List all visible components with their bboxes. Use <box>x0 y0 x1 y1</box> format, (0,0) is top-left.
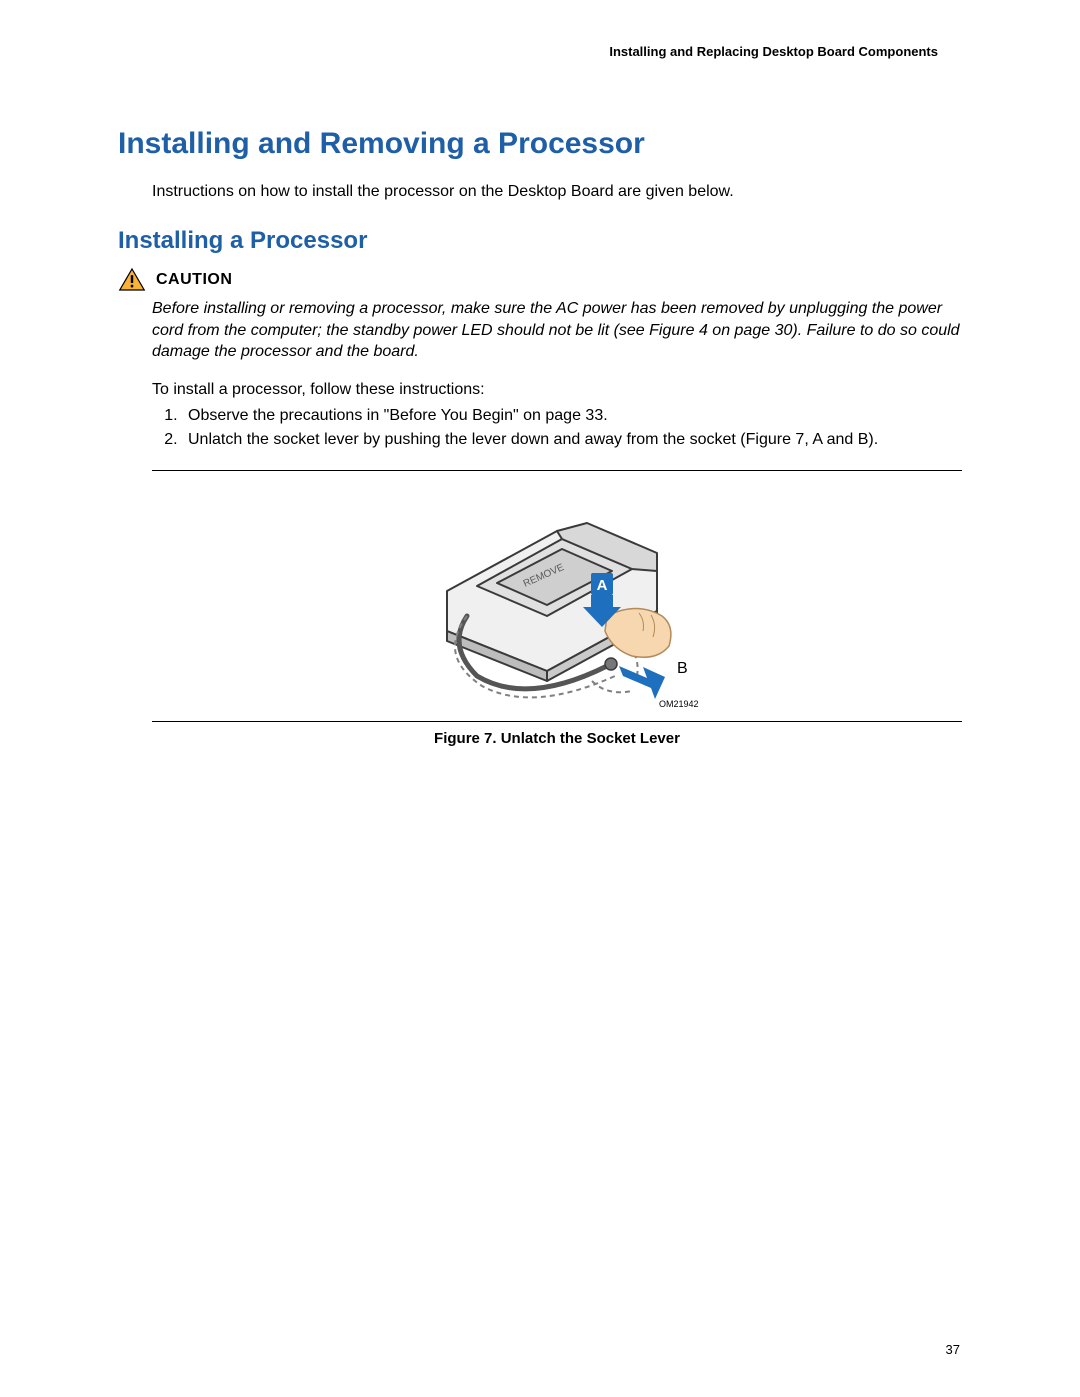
figure-rule-bottom <box>152 721 962 722</box>
section-title: Installing and Removing a Processor <box>118 127 962 161</box>
caution-label: CAUTION <box>156 271 232 289</box>
page-number: 37 <box>946 1342 960 1357</box>
figure-illustration: REMOVE A B <box>407 481 707 711</box>
subsection-title: Installing a Processor <box>118 227 962 255</box>
instructions-lead: To install a processor, follow these ins… <box>152 381 962 399</box>
thumb-illustration <box>605 608 671 657</box>
running-header: Installing and Replacing Desktop Board C… <box>118 44 962 59</box>
section-intro: Instructions on how to install the proce… <box>152 183 962 201</box>
arrow-b: B <box>619 660 688 699</box>
figure-ref-code: OM21942 <box>659 699 699 709</box>
figure-rule-top <box>152 470 962 471</box>
instruction-steps: Observe the precautions in "Before You B… <box>182 405 962 452</box>
figure-caption: Figure 7. Unlatch the Socket Lever <box>152 730 962 747</box>
step-item: Unlatch the socket lever by pushing the … <box>182 429 962 451</box>
svg-text:A: A <box>597 577 608 594</box>
step-item: Observe the precautions in "Before You B… <box>182 405 962 427</box>
caution-triangle-icon <box>118 267 146 292</box>
svg-text:B: B <box>677 660 688 677</box>
document-page: Installing and Replacing Desktop Board C… <box>0 0 1080 787</box>
caution-body: Before installing or removing a processo… <box>152 298 962 363</box>
caution-heading: CAUTION <box>118 267 962 292</box>
figure-block: REMOVE A B <box>152 470 962 747</box>
